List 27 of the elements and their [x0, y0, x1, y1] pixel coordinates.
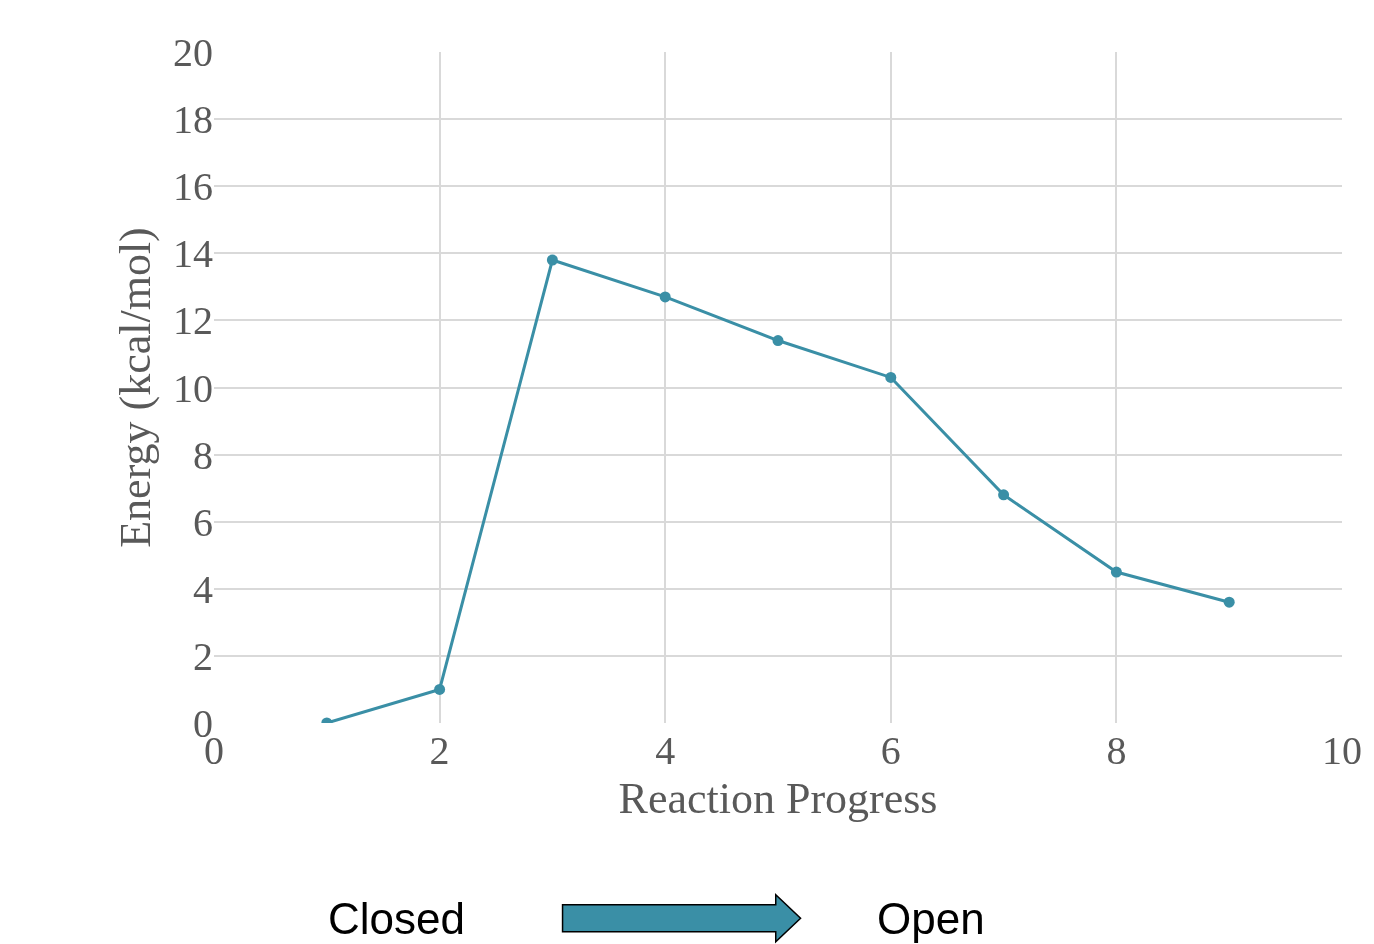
x-tick-label: 4	[655, 728, 676, 773]
y-axis-title: Energy (kcal/mol)	[111, 227, 161, 548]
y-tick-label: 14	[173, 231, 213, 277]
x-tick-label: 8	[1106, 728, 1127, 773]
y-tick-label: 6	[193, 499, 213, 545]
x-axis-title: Reaction Progress	[618, 774, 938, 824]
point	[885, 371, 897, 383]
point	[659, 291, 671, 303]
y-tick-label: 2	[193, 633, 213, 679]
point	[434, 683, 446, 695]
y-tick-label: 20	[173, 30, 213, 75]
point	[546, 254, 558, 266]
text: Open	[877, 894, 985, 943]
y-tick-label: 18	[173, 97, 213, 143]
x-tick-label: 2	[429, 728, 450, 773]
point	[1110, 566, 1122, 578]
y-tick-label: 16	[173, 164, 213, 210]
point	[1223, 596, 1235, 608]
y-tick-label: 10	[173, 365, 213, 411]
text: Closed	[328, 894, 465, 943]
x-tick-label: 6	[880, 728, 901, 773]
point	[772, 335, 784, 347]
y-tick-label: 4	[193, 566, 213, 612]
point	[998, 489, 1010, 501]
x-tick-label: 10	[1322, 728, 1362, 773]
y-tick-label: 12	[173, 298, 213, 344]
y-tick-label: 8	[193, 432, 213, 478]
